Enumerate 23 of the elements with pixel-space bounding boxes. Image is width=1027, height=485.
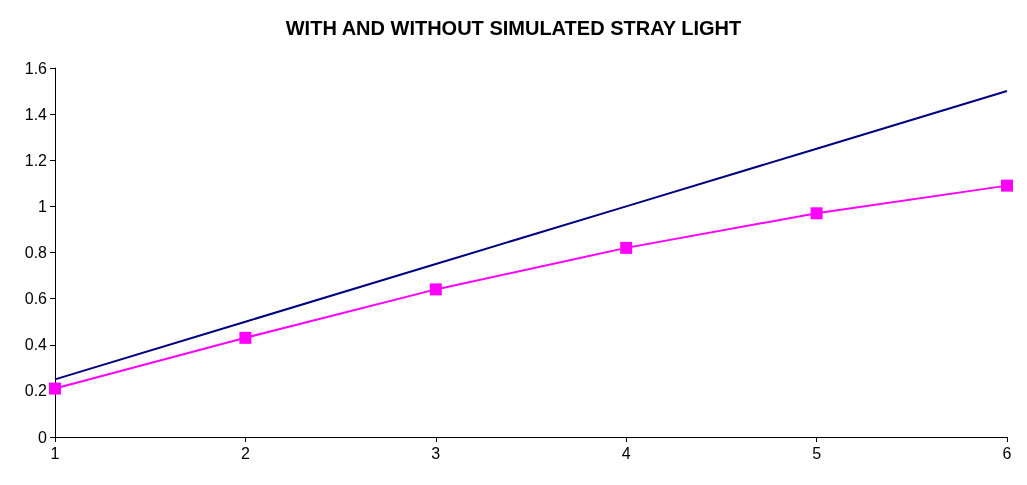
y-tick-label: 0: [38, 428, 48, 446]
point: [810, 207, 823, 220]
y-tick-label: 1.4: [24, 105, 48, 123]
x-tick-label: 4: [621, 444, 631, 462]
point: [620, 241, 633, 254]
y-tick-label: 0.8: [24, 244, 48, 261]
x-tick-label: 2: [240, 444, 250, 462]
point: [239, 331, 252, 344]
point: [429, 283, 442, 296]
y-tick-label: 0.2: [24, 382, 48, 400]
x-tick-label: 1: [50, 444, 60, 462]
y-tick-label: 1: [38, 197, 48, 215]
x-tick-label: 5: [812, 444, 822, 462]
chart-title: WITH AND WITHOUT SIMULATED STRAY LIGHT: [285, 17, 742, 39]
x-tick-label: 6: [1002, 444, 1012, 462]
y-tick-label: 1.2: [24, 151, 48, 169]
point: [49, 382, 61, 395]
y-tick-label: 1.6: [24, 59, 48, 77]
line-series: [54, 90, 1008, 381]
point: [1001, 179, 1013, 192]
y-tick-label: 0.4: [24, 336, 48, 354]
y-tick-label: 0.6: [24, 290, 48, 308]
x-tick-label: 3: [431, 444, 441, 462]
